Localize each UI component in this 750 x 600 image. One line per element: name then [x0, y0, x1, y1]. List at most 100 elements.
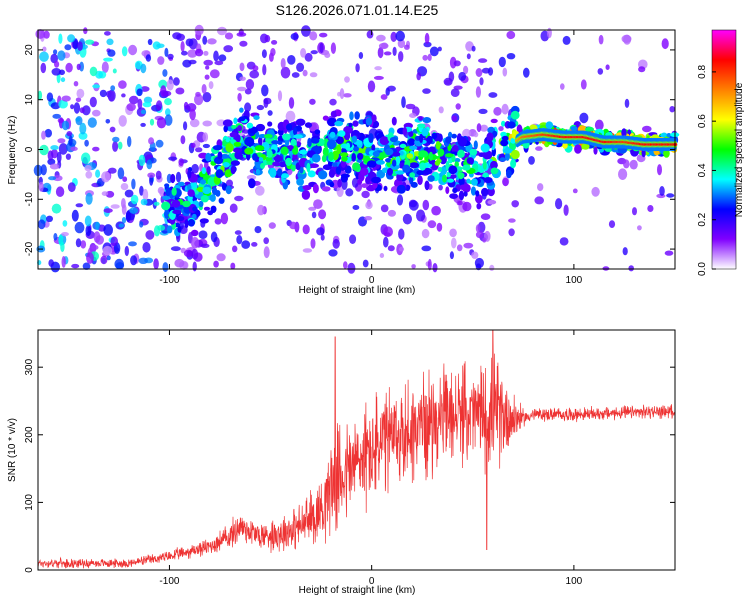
- spectrogram-cell: [362, 259, 369, 268]
- spectrogram-cell: [202, 186, 212, 195]
- spectrogram-cell: [264, 34, 271, 43]
- spectrogram-cell: [302, 248, 313, 253]
- spectrogram-cell: [85, 225, 92, 237]
- spectrogram-cell: [500, 139, 509, 147]
- spectrogram-cell: [661, 38, 669, 50]
- spectrogram-cell: [109, 126, 116, 133]
- spectrogram-cell: [255, 123, 266, 132]
- spectrogram-cell: [100, 255, 108, 265]
- spectrogram-cell: [215, 169, 224, 179]
- spectrogram-cell: [212, 187, 218, 196]
- spectrogram-cell: [638, 66, 646, 73]
- spectrogram-cell: [419, 162, 426, 171]
- spectrogram-cell: [35, 29, 46, 39]
- spectrogram-cell: [417, 123, 426, 128]
- spectrogram-cell: [42, 46, 47, 52]
- spectrogram-cell: [199, 218, 209, 224]
- spectrogram-cell: [451, 133, 457, 139]
- spectrogram-cell: [443, 77, 453, 86]
- spectrogram-cell: [605, 64, 610, 70]
- spectrogram-cell: [314, 129, 321, 135]
- spectrogram-cell: [248, 178, 256, 189]
- spectrogram-cell: [183, 249, 193, 258]
- spectrogram-cell: [195, 91, 201, 97]
- spectrogram-cell: [473, 140, 478, 150]
- spectrogram-cell: [466, 178, 471, 184]
- spectrogram-cell: [263, 98, 269, 108]
- spectrogram-cell: [192, 206, 198, 212]
- spectrogram-cell: [263, 246, 270, 259]
- spectrogram-cell: [421, 228, 430, 239]
- spectrogram-cell: [528, 156, 535, 165]
- spectrogram-cell: [427, 53, 432, 62]
- spectrogram-cell: [324, 52, 331, 58]
- spectrogram-cell: [319, 42, 324, 54]
- spectrogram-cell: [168, 156, 178, 161]
- spectrogram-cell: [253, 115, 260, 120]
- spectrogram-cell: [642, 125, 652, 133]
- spectrogram-cell: [395, 30, 406, 42]
- spectrogram-cell: [506, 169, 512, 179]
- spectrogram-cell: [187, 169, 192, 179]
- spectrogram-cell: [387, 245, 395, 252]
- spectrogram-cell: [383, 185, 388, 192]
- spectrogram-cell: [311, 153, 321, 163]
- spectrogram-cell: [83, 27, 88, 35]
- spectrogram-y-axis-label: Frequency (Hz): [7, 116, 18, 185]
- spectrogram-cell: [398, 228, 405, 240]
- spectrogram-cell: [85, 171, 93, 179]
- spectrogram-cell: [153, 201, 160, 206]
- spectrogram-cell: [479, 77, 484, 86]
- spectrogram-cell: [486, 132, 494, 142]
- spectrogram-cell: [396, 194, 404, 206]
- spectrogram-cell: [112, 68, 117, 74]
- spectrogram-cell: [93, 231, 101, 243]
- spectrogram-cell: [180, 135, 186, 145]
- spectrogram-cell: [241, 129, 250, 134]
- spectrogram-cell: [349, 111, 354, 121]
- snr-x-tick-label: 0: [369, 576, 375, 587]
- spectrogram-cell: [409, 113, 417, 118]
- spectrogram-cell: [563, 204, 569, 216]
- spectrogram-cell: [127, 136, 132, 148]
- spectrogram-cell: [598, 34, 604, 45]
- spectrogram-cell: [213, 50, 219, 62]
- spectrogram-cell: [38, 181, 44, 192]
- spectrogram-cell: [139, 221, 144, 228]
- spectrogram-cell: [398, 51, 404, 62]
- spectrogram-cell: [147, 172, 156, 178]
- spectrogram-cell: [623, 159, 630, 169]
- spectrogram-cell: [418, 116, 423, 121]
- spectrogram-cell: [562, 141, 568, 149]
- spectrogram-cell: [399, 150, 404, 156]
- spectrogram-cell: [559, 237, 569, 246]
- spectrogram-cell: [406, 153, 414, 159]
- spectrogram-cell: [101, 171, 111, 183]
- spectrogram-cell: [142, 242, 151, 253]
- spectrogram-cell: [128, 44, 138, 56]
- colorbar-tick-label: 0.4: [697, 163, 708, 177]
- spectrogram-cell: [437, 46, 442, 52]
- spectrogram-cell: [339, 88, 345, 100]
- spectrogram-cell: [75, 203, 84, 208]
- spectrogram-cell: [416, 72, 422, 81]
- spectrogram-cell: [594, 119, 604, 131]
- spectrogram-cell: [572, 188, 578, 194]
- spectrogram-cell: [74, 221, 85, 234]
- spectrogram-cell: [130, 255, 138, 266]
- spectrogram-cell: [456, 244, 463, 252]
- spectrogram-cell: [574, 144, 582, 154]
- spectrogram-cell: [272, 161, 281, 167]
- spectrogram-cell: [343, 93, 352, 98]
- spectrogram-cell: [103, 224, 113, 236]
- spectrogram-y-tick-label: 20: [24, 44, 35, 56]
- spectrogram-cell: [664, 250, 674, 256]
- spectrogram-cell: [365, 201, 373, 210]
- spectrogram-cell: [92, 84, 100, 89]
- spectrogram-cell: [271, 140, 280, 145]
- spectrogram-cell: [66, 131, 73, 137]
- spectrogram-cell: [176, 216, 185, 222]
- spectrogram-cell: [165, 187, 171, 197]
- spectrogram-cell: [172, 209, 182, 215]
- spectrogram-cell: [395, 170, 405, 175]
